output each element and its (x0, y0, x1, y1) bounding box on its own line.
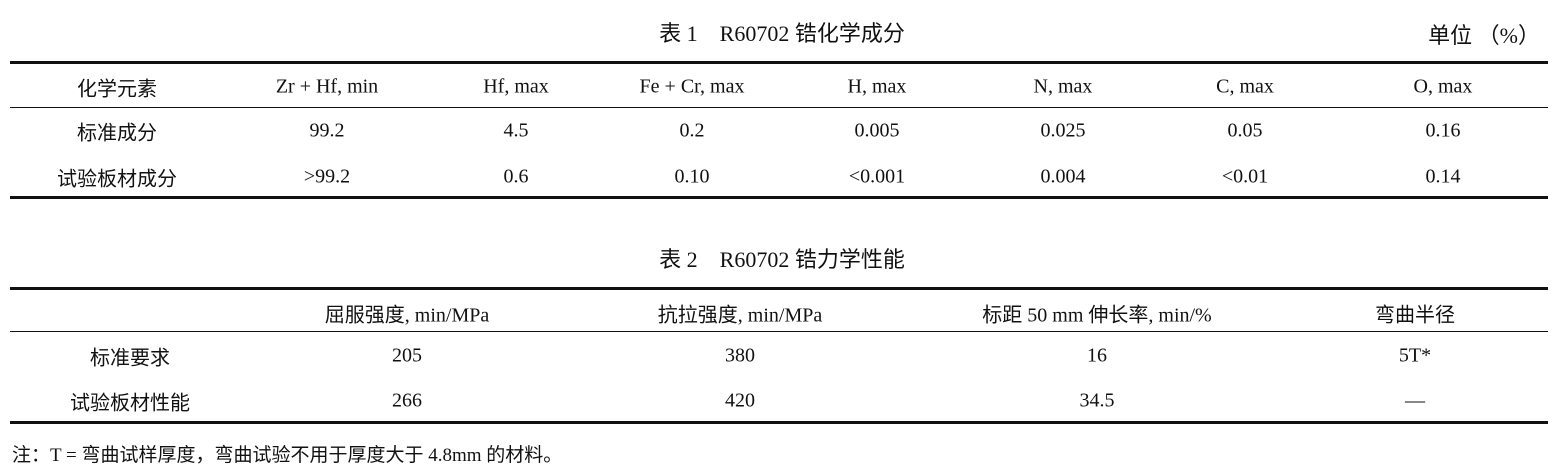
table-cell: <0.001 (848, 165, 906, 188)
table-cell: >99.2 (303, 165, 351, 188)
column-header: 屈服强度, min/MPa (324, 304, 490, 327)
column-header: H, max (847, 75, 907, 98)
table2-bottom-rule (10, 421, 1548, 424)
column-header: 弯曲半径 (1375, 304, 1455, 327)
table1-top-rule (10, 61, 1548, 64)
column-header: Hf, max (483, 75, 549, 98)
table-cell: 0.005 (854, 119, 900, 142)
table2-top-rule (10, 287, 1548, 290)
table1-title: 表 1 R60702 锆化学成分 (659, 21, 905, 46)
column-header: N, max (1033, 75, 1093, 98)
table1-bottom-rule (10, 196, 1548, 199)
table-cell: 4.5 (503, 119, 529, 142)
table-cell: 标准要求 (90, 347, 170, 370)
table-cell: 0.004 (1040, 165, 1086, 188)
table-cell: 0.05 (1227, 119, 1263, 142)
table-cell: 0.10 (674, 165, 710, 188)
table-cell: 380 (725, 344, 755, 367)
table-cell: — (1405, 389, 1425, 412)
table-note: 注：T = 弯曲试样厚度，弯曲试验不用于厚度大于 4.8mm 的材料。 (12, 445, 563, 466)
table-cell: <0.01 (1221, 165, 1269, 188)
column-header: Zr + Hf, min (275, 75, 379, 98)
table-cell: 0.16 (1425, 119, 1461, 142)
table2-title: 表 2 R60702 锆力学性能 (659, 247, 905, 272)
table-cell: 420 (725, 389, 755, 412)
table-cell: 205 (392, 344, 422, 367)
table-cell: 0.14 (1425, 165, 1461, 188)
table-cell: 0.2 (679, 119, 705, 142)
column-header: Fe + Cr, max (639, 75, 745, 98)
table-cell: 266 (392, 389, 422, 412)
table-cell: 标准成分 (77, 122, 157, 145)
column-header: C, max (1216, 75, 1274, 98)
table-cell: 16 (1087, 344, 1107, 367)
table1-header-rule (10, 107, 1548, 108)
column-header: 抗拉强度, min/MPa (657, 304, 823, 327)
table1-unit: 单位 （%） (1428, 23, 1540, 48)
table-cell: 试验板材性能 (70, 392, 190, 415)
table2-header-rule (10, 331, 1548, 332)
table-cell: 0.025 (1040, 119, 1086, 142)
column-header: 化学元素 (77, 78, 157, 101)
table-cell: 34.5 (1079, 389, 1115, 412)
table-cell: 试验板材成分 (57, 168, 177, 191)
column-header: 标距 50 mm 伸长率, min/% (982, 304, 1212, 327)
table-cell: 99.2 (309, 119, 345, 142)
table-cell: 5T* (1398, 344, 1432, 367)
table-cell: 0.6 (503, 165, 529, 188)
column-header: O, max (1413, 75, 1473, 98)
